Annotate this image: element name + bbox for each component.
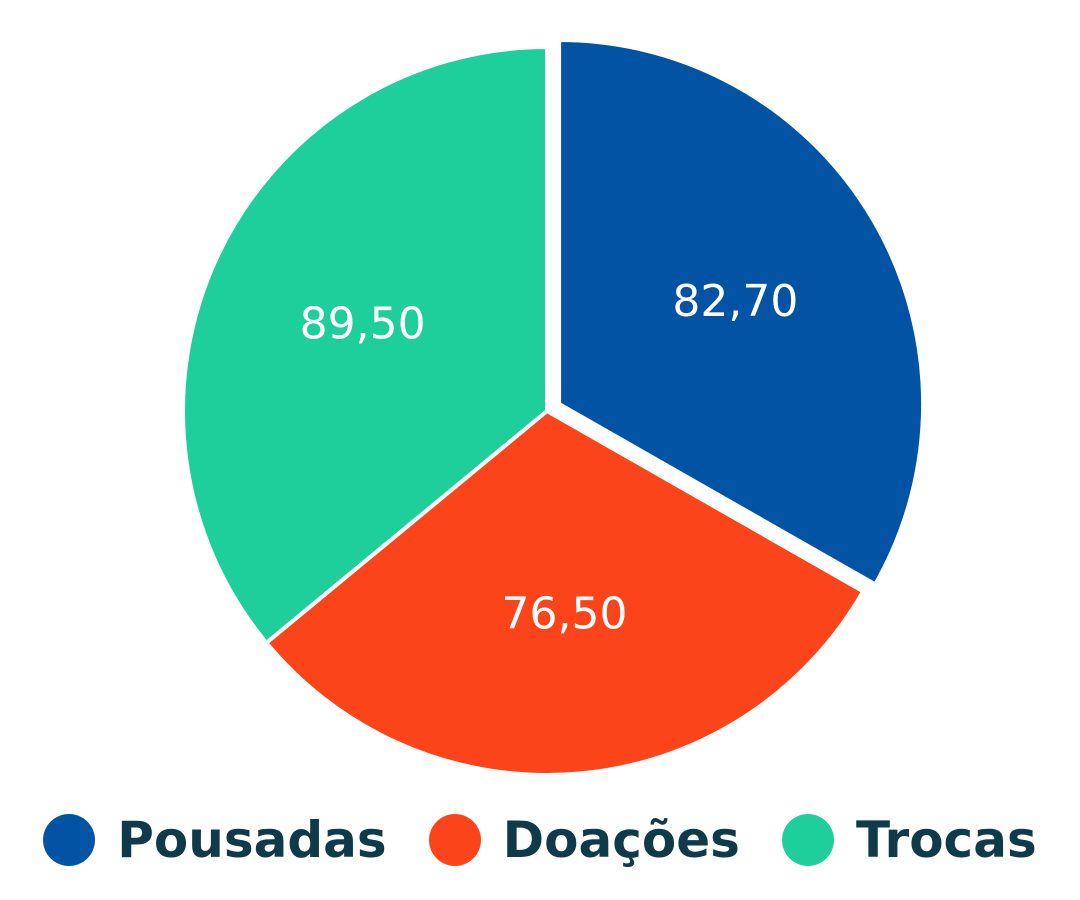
legend-label-doacoes: Doações (502, 811, 740, 869)
legend-item-doacoes: Doações (428, 811, 740, 869)
legend-item-trocas: Trocas (781, 811, 1037, 869)
data-label-trocas: 89,50 (300, 299, 426, 350)
pie-slice-doacoes (264, 409, 866, 777)
legend-swatch-trocas (781, 814, 834, 866)
legend: Pousadas Doações Trocas (0, 800, 1080, 880)
data-label-pousadas: 82,70 (672, 276, 798, 327)
legend-label-pousadas: Pousadas (117, 811, 387, 869)
legend-label-trocas: Trocas (855, 811, 1037, 869)
pie-slice-trocas (181, 45, 549, 645)
data-label-doacoes: 76,50 (502, 589, 628, 640)
pie-slice-pousadas (557, 37, 926, 587)
legend-swatch-doacoes (428, 814, 481, 866)
legend-item-pousadas: Pousadas (43, 811, 387, 869)
legend-swatch-pousadas (43, 814, 96, 866)
